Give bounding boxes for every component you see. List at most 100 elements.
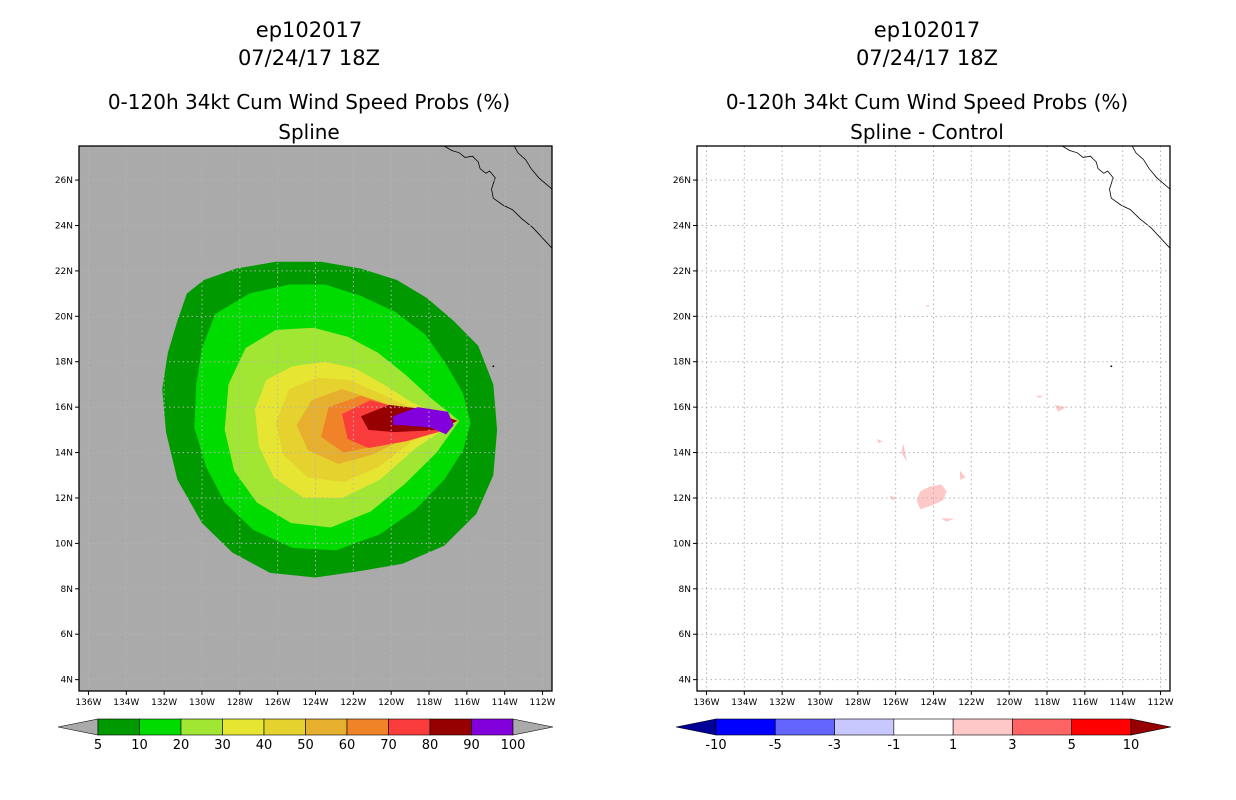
- x-tick-label: 114W: [1110, 698, 1136, 708]
- right-chart: 136W 134W 132W 130W 128W 126W 124W 122W 120W 118W…: [673, 145, 1174, 753]
- y-tick-label: 18N: [673, 358, 691, 368]
- contour-1-region: [890, 495, 898, 501]
- right-chart-title: 0-120h 34kt Cum Wind Speed Probs (%): [725, 90, 1129, 114]
- x-tick-label: 122W: [958, 698, 984, 708]
- x-tick-label: 136W: [693, 698, 719, 708]
- colorbar-low-triangle: [57, 718, 99, 736]
- y-tick-label: 20N: [55, 312, 73, 322]
- colorbar-low-triangle: [675, 718, 717, 736]
- x-tick-label: 116W: [1072, 698, 1098, 708]
- coastline: [443, 146, 552, 249]
- x-tick-label: 118W: [416, 698, 442, 708]
- colorbar-label: 10: [1123, 738, 1140, 753]
- island-marker: [492, 365, 495, 368]
- y-tick-label: 10N: [55, 539, 73, 549]
- x-tick-label: 120W: [378, 698, 404, 708]
- y-tick-label: 8N: [679, 585, 691, 595]
- y-tick-label: 12N: [673, 494, 691, 504]
- x-tick-label: 128W: [227, 698, 253, 708]
- coastline: [1061, 146, 1170, 249]
- colorbar-box: [834, 718, 895, 736]
- y-tick-label: 12N: [55, 494, 73, 504]
- y-tick-label: 6N: [679, 630, 691, 640]
- x-tick-label: 126W: [265, 698, 291, 708]
- x-tick-label: 134W: [731, 698, 757, 708]
- x-tick-label: 126W: [883, 698, 909, 708]
- contour-1-region: [876, 438, 883, 444]
- y-tick-label: 22N: [55, 267, 73, 277]
- colorbar-box: [471, 718, 514, 736]
- colorbar-box: [429, 718, 472, 736]
- x-tick-label: 112W: [530, 698, 556, 708]
- x-tick-label: 120W: [996, 698, 1022, 708]
- x-tick-label: 136W: [75, 698, 101, 708]
- colorbar-label: -5: [769, 738, 782, 753]
- colorbar-label: 30: [214, 738, 231, 753]
- x-tick-label: 132W: [769, 698, 795, 708]
- colorbar-label: 40: [256, 738, 273, 753]
- colorbar-high-triangle: [1130, 718, 1172, 736]
- colorbar-box: [1012, 718, 1073, 736]
- x-tick-label: 130W: [807, 698, 833, 708]
- right-panel: ep102017 07/24/17 18Z 0-120h 34kt Cum Wi…: [618, 0, 1236, 800]
- x-tick-label: 114W: [492, 698, 518, 708]
- colorbar-box: [263, 718, 306, 736]
- y-tick-label: 22N: [673, 267, 691, 277]
- contour-1-region: [1054, 404, 1066, 412]
- colorbar-label: 80: [422, 738, 439, 753]
- left-chart: 136W 134W 132W 130W 128W 126W 124W 122W 120W 118W…: [55, 145, 556, 753]
- colorbar-box: [180, 718, 223, 736]
- contour-1-region: [941, 518, 955, 522]
- contour-1-region: [960, 470, 966, 480]
- colorbar-label: 100: [501, 738, 526, 753]
- y-tick-label: 16N: [55, 403, 73, 413]
- y-tick-label: 14N: [673, 449, 691, 459]
- colorbar-box: [388, 718, 431, 736]
- colorbar-box: [893, 718, 954, 736]
- colorbar-box: [222, 718, 265, 736]
- left-panel: ep102017 07/24/17 18Z 0-120h 34kt Cum Wi…: [55, 18, 556, 753]
- y-tick-label: 24N: [55, 221, 73, 231]
- x-tick-label: 116W: [454, 698, 480, 708]
- contour-1-region: [1035, 395, 1044, 399]
- colorbar-box: [97, 718, 140, 736]
- colorbar-label: 20: [173, 738, 190, 753]
- colorbar: 5 10 20 30 40 50 60 70 80 90 100: [57, 718, 554, 753]
- y-tick-label: 8N: [61, 585, 73, 595]
- left-datetime: 07/24/17 18Z: [237, 46, 381, 70]
- colorbar-label: 1: [949, 738, 957, 753]
- contour-layer: [876, 146, 1170, 522]
- y-tick-label: 24N: [673, 221, 691, 231]
- right-storm-id: ep102017: [873, 18, 981, 42]
- x-tick-label: 130W: [189, 698, 215, 708]
- contour-1-region: [925, 305, 930, 308]
- colorbar-label: 90: [463, 738, 480, 753]
- colorbar-label: 10: [131, 738, 148, 753]
- right-chart-subtitle: Spline - Control: [850, 120, 1004, 144]
- x-tick-label: 134W: [113, 698, 139, 708]
- colorbar-box: [346, 718, 389, 736]
- colorbar-label: 60: [339, 738, 356, 753]
- colorbar-box: [715, 718, 776, 736]
- colorbar-box: [1071, 718, 1132, 736]
- y-tick-label: 26N: [673, 176, 691, 186]
- colorbar-high-triangle: [512, 718, 554, 736]
- y-tick-label: 4N: [61, 676, 73, 686]
- x-tick-label: 132W: [151, 698, 177, 708]
- colorbar-label: -10: [705, 738, 726, 753]
- coastline: [1131, 146, 1170, 190]
- y-tick-label: 26N: [55, 176, 73, 186]
- coastline: [513, 146, 552, 190]
- x-tick-label: 124W: [920, 698, 946, 708]
- y-tick-label: 16N: [673, 403, 691, 413]
- left-chart-title: 0-120h 34kt Cum Wind Speed Probs (%): [107, 90, 511, 114]
- colorbar-label: -3: [828, 738, 841, 753]
- colorbar-label: 5: [94, 738, 102, 753]
- colorbar-box: [305, 718, 348, 736]
- y-tick-label: 10N: [673, 539, 691, 549]
- y-tick-label: 14N: [55, 449, 73, 459]
- left-storm-id: ep102017: [255, 18, 363, 42]
- y-tick-label: 6N: [61, 630, 73, 640]
- x-tick-label: 124W: [302, 698, 328, 708]
- colorbar-box: [952, 718, 1013, 736]
